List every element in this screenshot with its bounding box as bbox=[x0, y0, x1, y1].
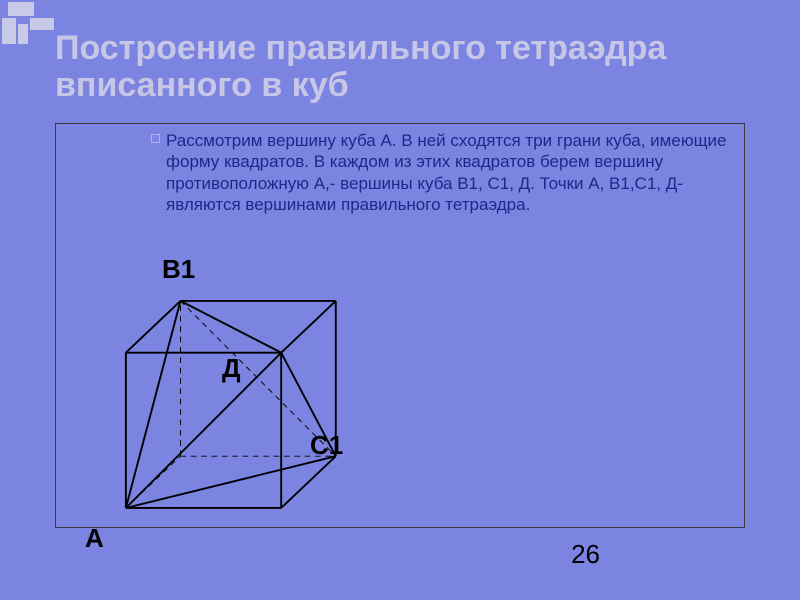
slide: Построение правильного тетраэдра вписанн… bbox=[0, 0, 800, 600]
body-text: Рассмотрим вершину куба А. В ней сходятс… bbox=[166, 130, 729, 215]
vertex-label-B1: В1 bbox=[162, 254, 195, 285]
cube-svg bbox=[60, 240, 380, 550]
vertex-label-D: Д bbox=[222, 353, 241, 384]
bullet-icon bbox=[151, 134, 160, 143]
vertex-label-A: А bbox=[85, 523, 104, 554]
vertex-label-C1: С1 bbox=[310, 430, 343, 461]
corner-decoration bbox=[0, 0, 60, 50]
page-number: 26 bbox=[571, 539, 600, 570]
slide-title: Построение правильного тетраэдра вписанн… bbox=[55, 30, 745, 105]
cube-diagram bbox=[60, 240, 380, 550]
